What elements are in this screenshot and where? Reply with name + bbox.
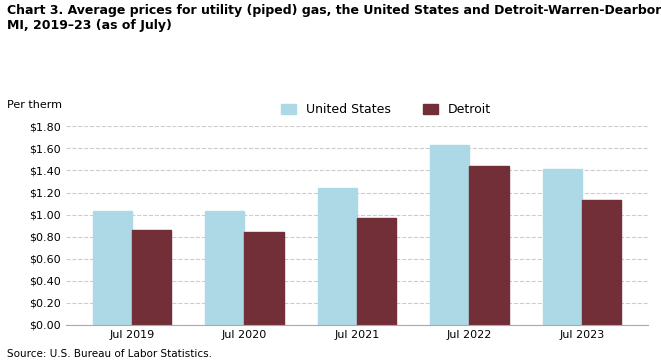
Bar	[317, 188, 357, 325]
Bar	[205, 211, 245, 325]
Legend: United States, Detroit: United States, Detroit	[282, 103, 490, 116]
Bar	[245, 232, 284, 325]
Text: Per therm: Per therm	[7, 100, 61, 110]
Bar	[543, 169, 582, 325]
Bar	[357, 218, 397, 325]
Text: Chart 3. Average prices for utility (piped) gas, the United States and Detroit-W: Chart 3. Average prices for utility (pip…	[7, 4, 661, 32]
Bar	[469, 166, 509, 325]
Bar	[93, 211, 132, 325]
Bar	[430, 145, 469, 325]
Bar	[132, 230, 171, 325]
Bar	[582, 200, 621, 325]
Text: Source: U.S. Bureau of Labor Statistics.: Source: U.S. Bureau of Labor Statistics.	[7, 349, 212, 359]
